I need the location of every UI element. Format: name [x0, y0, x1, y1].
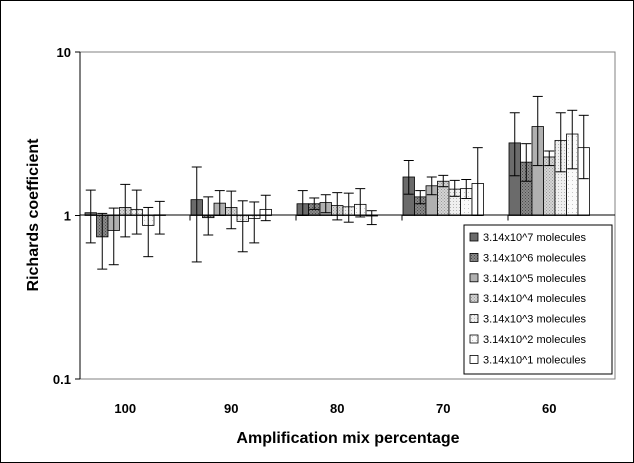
legend-label-1: 3.14x10^7 molecules: [483, 232, 587, 244]
legend-label-5: 3.14x10^3 molecules: [483, 314, 587, 326]
legend-box: [463, 224, 613, 375]
legend-label-3: 3.14x10^5 molecules: [483, 273, 587, 285]
legend-label-7: 3.14x10^1 molecules: [483, 354, 587, 366]
legend-swatch-7: [469, 354, 479, 364]
legend-swatch-2: [469, 252, 479, 262]
x-tick-label-70: 70: [436, 401, 450, 416]
x-tick-label-60: 60: [542, 401, 556, 416]
x-ticks: [189, 215, 509, 221]
y-tick-labels: 0.1 1 10: [53, 45, 71, 387]
x-tick-labels: 100 90 80 70 60: [114, 401, 556, 416]
legend-label-4: 3.14x10^4 molecules: [483, 293, 587, 305]
y-tick-marks: [75, 51, 80, 380]
error-bars-layer: [85, 95, 589, 270]
legend: 3.14x10^7 molecules 3.14x10^6 molecules 3.…: [463, 224, 613, 375]
x-tick-label-80: 80: [330, 401, 344, 416]
legend-label-6: 3.14x10^2 molecules: [483, 334, 587, 346]
y-tick-label-0.1: 0.1: [53, 372, 71, 387]
y-axis-title: Richards coefficient: [25, 138, 42, 292]
x-axis-title: Amplification mix percentage: [236, 430, 459, 447]
legend-swatch-5: [469, 314, 479, 324]
y-tick-label-1: 1: [64, 209, 71, 224]
x-tick-label-90: 90: [224, 401, 238, 416]
legend-swatch-1: [469, 232, 479, 242]
legend-swatch-4: [469, 293, 479, 303]
x-tick-label-100: 100: [114, 401, 136, 416]
legend-swatch-3: [469, 273, 479, 283]
legend-swatch-6: [469, 334, 479, 344]
y-tick-label-10: 10: [57, 45, 71, 60]
legend-label-2: 3.14x10^6 molecules: [483, 252, 587, 264]
